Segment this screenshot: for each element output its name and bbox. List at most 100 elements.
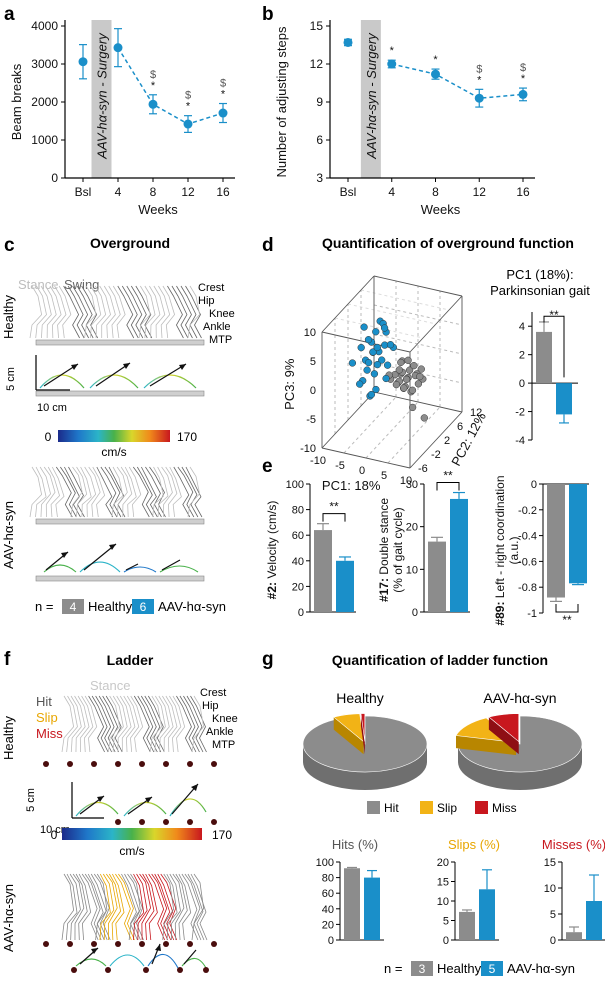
limb-stick bbox=[140, 695, 158, 753]
pie-side bbox=[303, 744, 427, 790]
limb-stick bbox=[158, 695, 170, 753]
y-tick-label: 3 bbox=[316, 171, 323, 185]
legend-bottom-healthy-swatch bbox=[411, 961, 433, 976]
limb-stick bbox=[72, 285, 89, 339]
panel-c-overground: Overground Stance Swing Crest Hip Knee A… bbox=[1, 235, 235, 614]
aav-trajectory-runway bbox=[35, 575, 205, 582]
step-arc bbox=[169, 798, 207, 817]
limb-stick bbox=[139, 873, 151, 941]
step-arc bbox=[147, 953, 179, 969]
velocity-arrow bbox=[43, 363, 79, 387]
limb-stick bbox=[144, 695, 162, 753]
ladder-bar-chart-1: Hits (%) 0 20 40 60 80 100 bbox=[316, 837, 384, 947]
ladder-rungs-aav-trajectory bbox=[71, 967, 209, 973]
ladder-rung bbox=[91, 941, 97, 947]
y-label-bold: #2: bbox=[265, 579, 279, 600]
bar-y-axis-label: #89: Left - right coordination bbox=[493, 475, 507, 625]
limb-stick bbox=[81, 873, 99, 941]
pc1-tick-label: -5 bbox=[335, 460, 345, 472]
limb-stick bbox=[157, 873, 175, 941]
ladder-healthy-stick-diagram bbox=[61, 695, 207, 753]
bar bbox=[336, 560, 354, 612]
limb-stick bbox=[123, 695, 136, 753]
panel-e-chart-3: -1 -0.8 -0.6 -0.4 -0.2 0 #89: Left - right coo… bbox=[493, 475, 589, 627]
velocity-arrow bbox=[183, 949, 197, 965]
limb-stick bbox=[187, 873, 205, 941]
legend-bottom: n = 3 Healthy 5 AAV-hα-syn bbox=[384, 961, 575, 976]
healthy-point bbox=[414, 380, 423, 388]
limb-stick bbox=[40, 285, 52, 339]
panel-f-ladder: Ladder Stance Hit Slip Miss Crest Hip Kn… bbox=[1, 652, 238, 973]
cube-edge bbox=[321, 275, 375, 333]
limb-stick bbox=[54, 285, 67, 339]
legend-bottom-healthy-n: 3 bbox=[419, 962, 426, 976]
pc3-tick-label: -10 bbox=[300, 443, 316, 455]
pc2-tick-label: 6 bbox=[457, 421, 463, 433]
limb-stick bbox=[176, 695, 193, 753]
limb-stick bbox=[121, 285, 139, 339]
velocity-arrow bbox=[161, 559, 181, 571]
limb-stick bbox=[70, 695, 82, 753]
pie-slice-hit bbox=[302, 715, 428, 773]
limb-stick bbox=[136, 466, 154, 518]
limb-stick bbox=[162, 873, 175, 941]
y-tick-label: 15 bbox=[310, 19, 324, 33]
panel-d-title: Quantification of overground function bbox=[322, 235, 574, 251]
cube-edge bbox=[373, 391, 463, 413]
pc2-tick-label: -2 bbox=[431, 449, 441, 461]
legend-bottom-healthy-label: Healthy bbox=[437, 961, 482, 976]
healthy-point bbox=[410, 362, 418, 370]
bar-y-tick-label: 10 bbox=[406, 564, 418, 576]
pie-slice-edge bbox=[360, 713, 365, 755]
step-arc bbox=[89, 374, 139, 389]
pc1-axis-label: PC1: 18% bbox=[322, 478, 381, 493]
trajectory-runway bbox=[35, 390, 205, 397]
limb-stick bbox=[171, 285, 189, 339]
bar bbox=[364, 877, 380, 940]
pc1-significance: ** bbox=[549, 308, 559, 322]
limb-stick bbox=[69, 873, 81, 941]
limb-stick bbox=[165, 695, 178, 753]
pca-scatter-points bbox=[348, 317, 428, 422]
pc1-y-tick-label: 2 bbox=[519, 350, 525, 362]
limb-stick bbox=[35, 285, 47, 339]
aav-point bbox=[363, 366, 371, 374]
aav-runway bbox=[35, 518, 205, 525]
limb-stick bbox=[160, 873, 178, 941]
bar-y-tick-label: 0 bbox=[412, 607, 418, 619]
pc1-bar bbox=[556, 383, 572, 415]
aav-point bbox=[380, 324, 389, 332]
colorbar-min: 0 bbox=[45, 430, 52, 444]
limb-stick bbox=[120, 466, 133, 518]
limb-stick bbox=[100, 466, 118, 518]
surgery-label: AAV-hα-syn - Surgery bbox=[95, 32, 110, 160]
y-tick-label: 12 bbox=[310, 57, 324, 71]
ladder-joint-hip: Hip bbox=[202, 700, 219, 712]
velocity-arrow bbox=[149, 363, 187, 387]
swing-label: Swing bbox=[64, 277, 99, 292]
ladder-bar-title: Slips (%) bbox=[448, 837, 500, 852]
arrow-head bbox=[61, 552, 68, 558]
limb-stick bbox=[70, 466, 83, 518]
pie-healthy bbox=[302, 713, 428, 790]
limb-stick bbox=[165, 466, 178, 518]
bar bbox=[586, 901, 602, 940]
aav-point bbox=[386, 341, 395, 349]
limb-stick bbox=[191, 695, 205, 753]
scale-10cm: 10 cm bbox=[37, 402, 67, 414]
limb-stick bbox=[181, 466, 199, 518]
limb-stick bbox=[141, 466, 158, 518]
pc1-y-tick-label: -4 bbox=[515, 435, 525, 447]
limb-stick bbox=[175, 873, 188, 941]
step-arc bbox=[159, 565, 199, 573]
pie-slice-edge bbox=[488, 717, 519, 755]
pc1-tick-label: 10 bbox=[400, 475, 412, 487]
limb-stick bbox=[64, 466, 81, 518]
stance-label: Stance bbox=[18, 277, 58, 292]
ladder-slip-label: Slip bbox=[36, 710, 58, 725]
pie-legend: Hit Slip Miss bbox=[367, 801, 517, 815]
ladder-rung bbox=[115, 941, 121, 947]
limb-stick bbox=[51, 466, 65, 518]
